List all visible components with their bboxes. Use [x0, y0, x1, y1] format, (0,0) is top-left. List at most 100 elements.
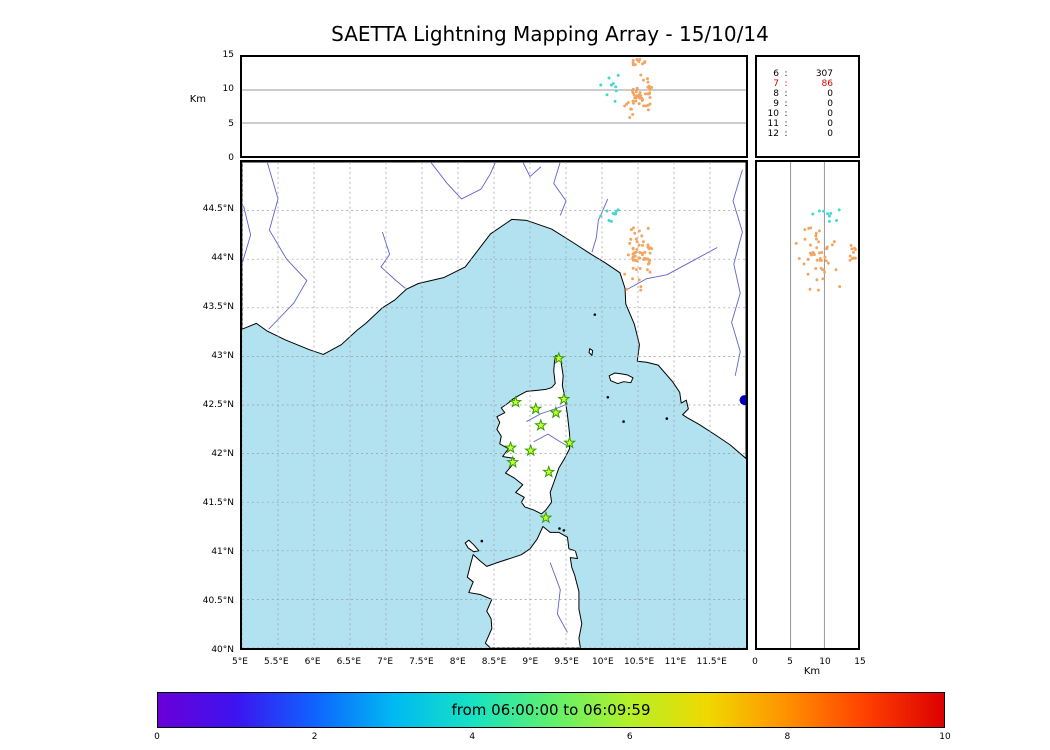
lightning-source-dot [850, 247, 854, 251]
lightning-source-dot [613, 99, 617, 103]
river-tavignano [533, 433, 570, 448]
coastline-asinara [464, 539, 480, 553]
lightning-source-dot [821, 268, 825, 272]
lightning-source-dot [639, 288, 643, 292]
coastline-mainland [242, 162, 746, 459]
lightning-source-dot [648, 270, 652, 274]
lightning-source-dot [815, 278, 819, 282]
lightning-source-dot [614, 85, 618, 89]
river-durance [266, 162, 308, 330]
station-count-value: 0 [827, 99, 833, 109]
lightning-source-dot [648, 251, 652, 255]
longitude-tick-label: 10.5°E [624, 657, 655, 667]
lightning-source-dot [637, 278, 641, 282]
small-island-dot [480, 539, 484, 543]
lightning-source-dot [812, 251, 816, 255]
lightning-source-dot [826, 212, 830, 216]
station-count-value: 0 [827, 129, 833, 139]
lightning-source-dot [642, 257, 646, 260]
lightning-source-dot [631, 277, 635, 281]
longitude-tick-label: 11.5°E [696, 657, 727, 667]
lightning-source-dot [808, 287, 812, 291]
station-count-panel: 6: 307 7: 86 8: 0 9: 0 10: 0 11: 0 12: 0 [755, 55, 860, 158]
longitude-tick-label: 9.5°E [554, 657, 579, 667]
longitude-tick-label: 11°E [664, 657, 687, 667]
lightning-source-dot [806, 258, 810, 261]
longitude-tick-label: 6°E [304, 657, 321, 667]
lightning-source-dot [614, 209, 618, 213]
lightning-source-dot [809, 226, 813, 230]
coastline-elba [608, 372, 634, 385]
station-count-n: 12 [767, 129, 779, 139]
station-count-row: 12: 0 [763, 129, 858, 139]
colorbar-label: from 06:00:00 to 06:09:59 [451, 701, 651, 719]
lightning-source-dot [633, 258, 637, 262]
lightning-source-dot [642, 104, 646, 108]
station-count-n: 9 [773, 99, 779, 109]
lightning-source-dot [635, 240, 639, 244]
longitude-tick-label: 5.5°E [264, 657, 289, 667]
lightning-source-dot [629, 107, 633, 111]
river-tiber [731, 169, 743, 376]
station-count-separator: : [784, 109, 788, 119]
lightning-source-dot [623, 104, 627, 108]
colorbar: from 06:00:00 to 06:09:59 [157, 692, 945, 728]
lma-station-star [508, 395, 523, 408]
lightning-source-dot [599, 83, 603, 87]
small-island-dot [606, 395, 610, 399]
lightning-source-dot [631, 59, 635, 62]
lightning-source-dot [645, 77, 649, 81]
lightning-source-dot [643, 60, 647, 63]
km-axis-label-top: Km [189, 94, 206, 105]
station-count-separator: : [784, 119, 788, 129]
longitude-tick-label: 7°E [377, 657, 394, 667]
station-count-row: 6: 307 [763, 69, 858, 79]
lightning-source-dot [631, 258, 635, 262]
lightning-source-dot [641, 240, 645, 244]
lightning-source-dot [635, 247, 639, 251]
lightning-source-dot [626, 253, 630, 257]
altitude-tick-label: 5 [787, 657, 793, 667]
river-sardinia-river [549, 562, 568, 633]
longitude-tick-label: 8.5°E [481, 657, 507, 667]
lightning-source-dot [647, 84, 651, 88]
km-axis-label-right: Km [803, 666, 821, 677]
lightning-source-dot [634, 268, 638, 272]
river-var [380, 231, 406, 289]
blue-source-dot [739, 395, 746, 406]
lightning-source-dot [607, 219, 611, 223]
lightning-source-dot [814, 231, 818, 235]
lightning-source-dot [626, 101, 630, 105]
lightning-source-dot [647, 258, 651, 262]
lightning-source-dot [632, 101, 635, 105]
lightning-source-dot [638, 250, 642, 254]
lightning-source-dot [646, 103, 650, 107]
altitude-vs-latitude-panel [755, 160, 860, 650]
lightning-source-dot [809, 243, 812, 247]
lightning-source-dot [633, 254, 637, 258]
altitude-tick-label: 0 [752, 657, 758, 667]
lightning-source-dot [607, 76, 611, 80]
figure-title: SAETTA Lightning Mapping Array - 15/10/1… [331, 22, 769, 46]
latitude-tick-label: 43.5°N [202, 302, 234, 312]
lightning-source-dot [638, 267, 642, 271]
longitude-tick-label: 10°E [592, 657, 614, 667]
lightning-source-dot [637, 243, 641, 247]
altitude-tick-label: 15 [222, 50, 234, 60]
lightning-source-dot [629, 237, 633, 241]
lightning-source-dot [825, 247, 829, 251]
lma-station-star [542, 465, 556, 478]
latitude-tick-label: 42°N [211, 449, 234, 459]
lma-station-star [534, 418, 548, 431]
station-count-n: 6 [773, 69, 779, 79]
lightning-source-dot [631, 247, 635, 251]
station-count-row: 10: 0 [763, 109, 858, 119]
lightning-source-dot [814, 234, 818, 238]
lma-station-star [549, 405, 563, 419]
latitude-tick-label: 41.5°N [202, 498, 234, 508]
lightning-source-dot [631, 63, 635, 67]
lightning-source-dot [631, 113, 635, 116]
lightning-source-dot [823, 255, 827, 259]
lightning-source-dot [849, 243, 853, 247]
lightning-source-dot [852, 250, 855, 254]
